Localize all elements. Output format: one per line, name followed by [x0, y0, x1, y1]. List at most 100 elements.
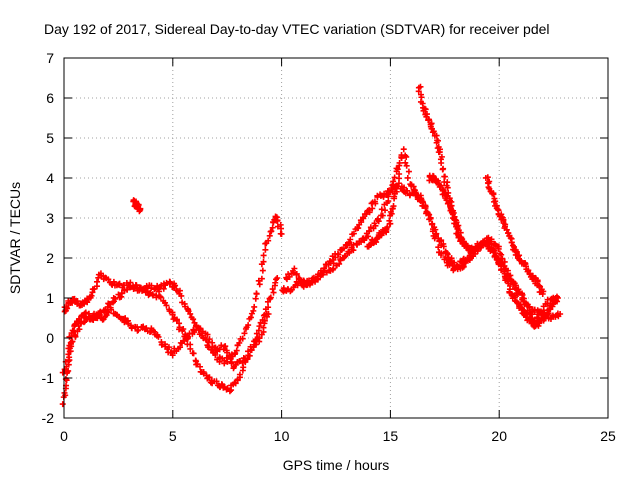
- data-point: [228, 360, 235, 367]
- data-point: [197, 363, 204, 370]
- data-point: [155, 333, 162, 340]
- data-point: [252, 295, 259, 302]
- data-point: [384, 224, 391, 231]
- data-point: [269, 286, 276, 293]
- data-point: [537, 308, 544, 315]
- data-point: [441, 173, 448, 180]
- data-point: [206, 374, 213, 381]
- data-point: [350, 247, 357, 254]
- data-point: [386, 217, 393, 224]
- data-point: [358, 219, 365, 226]
- data-point: [163, 302, 170, 309]
- data-point: [430, 128, 437, 135]
- data-point: [224, 385, 231, 392]
- x-tick-label: 20: [491, 428, 507, 444]
- y-tick-label: 3: [46, 210, 54, 226]
- data-point: [260, 324, 267, 331]
- data-point: [110, 278, 117, 285]
- data-point: [265, 237, 272, 244]
- data-point: [405, 168, 412, 175]
- data-point: [143, 325, 150, 332]
- data-point: [404, 174, 411, 181]
- data-point: [327, 258, 334, 265]
- data-point: [539, 291, 546, 297]
- y-tick-label: 1: [46, 290, 54, 306]
- data-point: [212, 351, 219, 358]
- data-point: [233, 347, 240, 354]
- data-point: [422, 106, 429, 113]
- data-point: [266, 232, 273, 239]
- data-point: [403, 153, 410, 160]
- data-point: [371, 220, 378, 227]
- data-point: [461, 243, 468, 249]
- data-point: [265, 304, 272, 311]
- data-point: [218, 342, 225, 349]
- data-point: [172, 282, 179, 289]
- x-tick-label: 25: [600, 428, 616, 444]
- data-point: [498, 251, 505, 258]
- x-tick-label: 0: [60, 428, 68, 444]
- data-point: [400, 146, 407, 153]
- data-point: [423, 111, 430, 118]
- data-point: [437, 182, 444, 189]
- data-point: [269, 224, 276, 231]
- y-axis-label: SDTVAR / TECUs: [7, 182, 23, 294]
- data-point: [557, 311, 564, 317]
- data-point: [93, 278, 100, 285]
- y-tick-label: 2: [46, 250, 54, 266]
- data-point: [187, 345, 194, 352]
- data-point: [425, 211, 432, 218]
- data-point: [206, 336, 213, 343]
- data-point: [251, 303, 258, 310]
- data-point: [270, 289, 277, 296]
- data-point: [438, 160, 445, 167]
- data-point: [248, 347, 255, 354]
- data-point: [187, 310, 194, 317]
- data-point: [450, 259, 457, 266]
- data-point: [422, 203, 429, 210]
- data-point: [373, 235, 380, 242]
- data-point: [434, 137, 441, 144]
- data-point: [440, 243, 447, 250]
- data-point: [171, 283, 178, 290]
- data-point: [426, 116, 433, 123]
- data-point: [260, 258, 267, 265]
- data-point: [350, 230, 357, 237]
- data-point: [334, 250, 341, 257]
- data-point: [274, 217, 281, 224]
- data-points: [59, 83, 564, 408]
- data-point: [366, 206, 373, 213]
- x-axis-label: GPS time / hours: [283, 457, 390, 473]
- data-point: [156, 293, 163, 300]
- data-point: [554, 295, 561, 301]
- data-point: [513, 248, 520, 255]
- data-point: [387, 220, 394, 227]
- data-point: [295, 275, 302, 282]
- data-point: [236, 371, 243, 378]
- data-point: [256, 281, 263, 288]
- data-point: [393, 188, 400, 195]
- data-point: [519, 291, 526, 298]
- data-point: [253, 330, 260, 337]
- data-point: [204, 331, 211, 338]
- data-point: [501, 223, 508, 230]
- data-point: [181, 337, 188, 344]
- data-point: [364, 233, 371, 240]
- data-point: [394, 166, 401, 173]
- data-point: [128, 325, 135, 332]
- data-point: [391, 174, 398, 181]
- data-point: [61, 366, 68, 373]
- data-point: [153, 292, 160, 299]
- data-point: [247, 314, 254, 321]
- data-point: [255, 277, 262, 284]
- data-point: [439, 166, 446, 173]
- data-point: [460, 238, 467, 245]
- data-point: [429, 220, 436, 227]
- data-point: [500, 220, 507, 227]
- data-point: [258, 275, 265, 282]
- data-point: [259, 267, 266, 274]
- data-point: [169, 311, 176, 318]
- data-point: [293, 270, 300, 277]
- data-point: [213, 378, 220, 385]
- data-point: [82, 314, 89, 321]
